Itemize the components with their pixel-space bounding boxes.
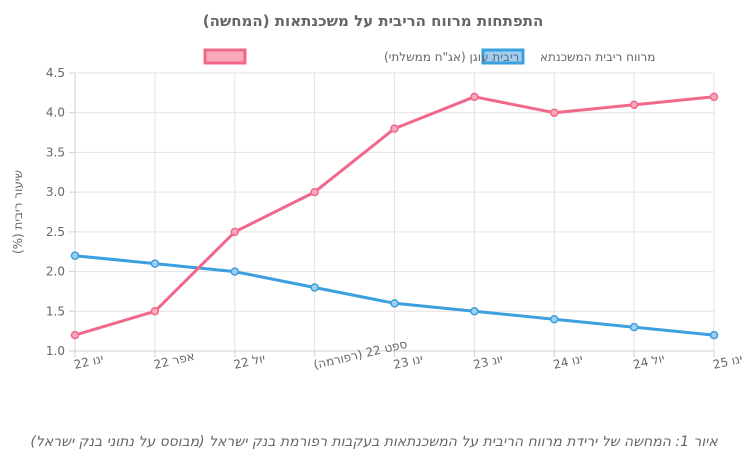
data-point — [310, 283, 319, 292]
data-point — [390, 299, 399, 308]
data-point — [230, 227, 239, 237]
y-axis-label: שיעור ריבית (%) — [11, 170, 25, 254]
y-tick-label: 4.0 — [46, 106, 65, 120]
legend-label: מרווח ריבית המשכנתא — [540, 50, 655, 64]
data-point — [550, 314, 559, 324]
x-tick-label: יול 22 — [232, 351, 266, 372]
y-tick-label: 4.5 — [46, 66, 65, 80]
data-point — [709, 330, 719, 340]
data-point — [470, 307, 479, 316]
data-point — [70, 251, 80, 260]
y-tick-label: 2.5 — [46, 225, 65, 239]
figure-caption: איור 1: המחשה של ירידת מרווח הריבית על ה… — [30, 434, 718, 450]
chart-title: התפתחות מרווח הריבית על משכנתאות (המחשה) — [203, 12, 544, 30]
legend-item-1[interactable]: ריבית עוגן (אג"ח ממשלתי) — [203, 48, 519, 65]
y-axis-ticks: 1.0 1.5 2.0 2.5 3.0 3.5 4.0 4.5 — [46, 66, 75, 358]
data-point — [230, 267, 239, 276]
x-tick-label: ינו 24 — [552, 352, 584, 372]
series-points — [70, 92, 719, 340]
data-point — [470, 92, 479, 102]
x-tick-label: ינו 23 — [392, 352, 424, 372]
data-point — [629, 100, 639, 110]
legend[interactable]: מרווח ריבית המשכנתא ריבית עוגן (אג"ח ממשל… — [203, 48, 655, 65]
y-tick-label: 1.0 — [46, 344, 65, 358]
grid — [74, 72, 715, 352]
legend-item-0[interactable]: מרווח ריבית המשכנתא — [481, 48, 655, 65]
data-point — [150, 307, 160, 316]
x-axis-ticks: ינו 22 אפר 22 יול 22 ספט 22 (רפורמה)ינו 23 י… — [73, 337, 744, 372]
data-point — [310, 187, 319, 197]
legend-swatch — [481, 48, 525, 65]
x-tick-label: ינו 25 — [712, 352, 744, 372]
y-tick-label: 3.0 — [46, 185, 65, 199]
y-tick-label: 3.5 — [46, 145, 65, 159]
y-tick-label: 2.0 — [46, 265, 65, 279]
x-tick-label: ינו 22 — [73, 352, 105, 372]
data-point — [150, 259, 160, 268]
x-tick-label: יול 24 — [632, 351, 666, 372]
y-tick-label: 1.5 — [46, 304, 65, 318]
x-tick-label: יונ 23 — [472, 352, 504, 372]
data-point — [390, 124, 399, 133]
data-point — [629, 322, 639, 332]
legend-swatch — [203, 48, 247, 65]
data-point — [550, 108, 559, 117]
legend-label: ריבית עוגן (אג"ח ממשלתי) — [384, 50, 519, 64]
x-tick-label: אפר 22 — [152, 349, 195, 372]
data-point — [709, 92, 719, 102]
data-point — [70, 330, 80, 340]
